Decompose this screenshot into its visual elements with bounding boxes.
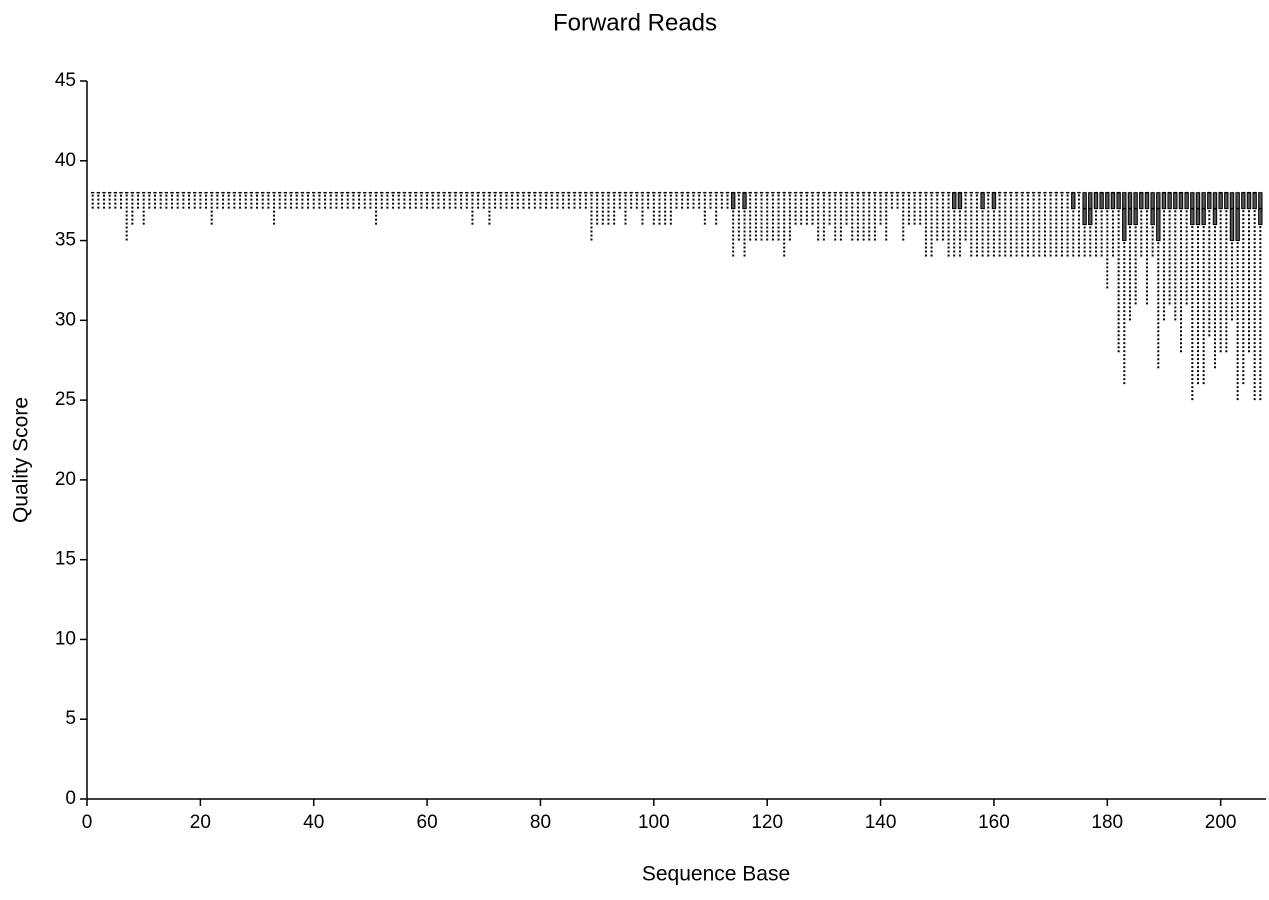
box bbox=[1105, 192, 1110, 210]
box bbox=[1110, 192, 1116, 210]
y-tick-label: 20 bbox=[55, 469, 76, 490]
box bbox=[1252, 192, 1257, 210]
box bbox=[1207, 192, 1212, 210]
box bbox=[1071, 192, 1076, 210]
y-tick-label: 40 bbox=[55, 150, 76, 171]
box bbox=[1167, 192, 1172, 210]
x-tick-label: 200 bbox=[1205, 812, 1237, 833]
box bbox=[1246, 192, 1252, 210]
x-tick-label: 120 bbox=[751, 812, 783, 833]
x-tick-label: 80 bbox=[530, 812, 551, 833]
box bbox=[1173, 192, 1178, 210]
box bbox=[1224, 192, 1229, 210]
x-tick-label: 20 bbox=[190, 812, 211, 833]
box bbox=[1178, 192, 1184, 210]
y-tick-label: 35 bbox=[55, 230, 76, 251]
y-tick-label: 5 bbox=[65, 708, 76, 729]
box bbox=[1093, 192, 1099, 210]
x-tick-label: 40 bbox=[303, 812, 324, 833]
box bbox=[1116, 192, 1121, 210]
box bbox=[1218, 192, 1223, 210]
box bbox=[952, 192, 957, 210]
box bbox=[1235, 192, 1240, 242]
box bbox=[957, 192, 963, 210]
x-axis-label: Sequence Base bbox=[642, 863, 790, 886]
box bbox=[980, 192, 985, 210]
y-tick-label: 0 bbox=[65, 788, 76, 809]
box bbox=[730, 192, 736, 210]
box bbox=[1139, 192, 1144, 210]
box bbox=[1229, 192, 1235, 242]
x-tick-label: 100 bbox=[638, 812, 670, 833]
box bbox=[1122, 192, 1127, 242]
box bbox=[1184, 192, 1189, 210]
box bbox=[742, 192, 747, 210]
x-tick-label: 160 bbox=[978, 812, 1010, 833]
box bbox=[1241, 192, 1246, 210]
chart-title: Forward Reads bbox=[553, 9, 717, 36]
x-tick-label: 180 bbox=[1091, 812, 1123, 833]
box bbox=[991, 192, 997, 210]
x-tick-label: 60 bbox=[417, 812, 438, 833]
y-tick-label: 45 bbox=[55, 70, 76, 91]
box bbox=[1156, 192, 1161, 242]
y-tick-label: 10 bbox=[55, 628, 76, 649]
x-tick-label: 0 bbox=[82, 812, 93, 833]
box bbox=[1144, 192, 1150, 210]
box bbox=[1161, 192, 1167, 210]
y-tick-label: 15 bbox=[55, 549, 76, 570]
x-tick-label: 140 bbox=[865, 812, 897, 833]
box bbox=[1099, 192, 1104, 210]
y-axis-label: Quality Score bbox=[10, 397, 33, 523]
y-tick-label: 25 bbox=[55, 389, 76, 410]
y-tick-label: 30 bbox=[55, 309, 76, 330]
